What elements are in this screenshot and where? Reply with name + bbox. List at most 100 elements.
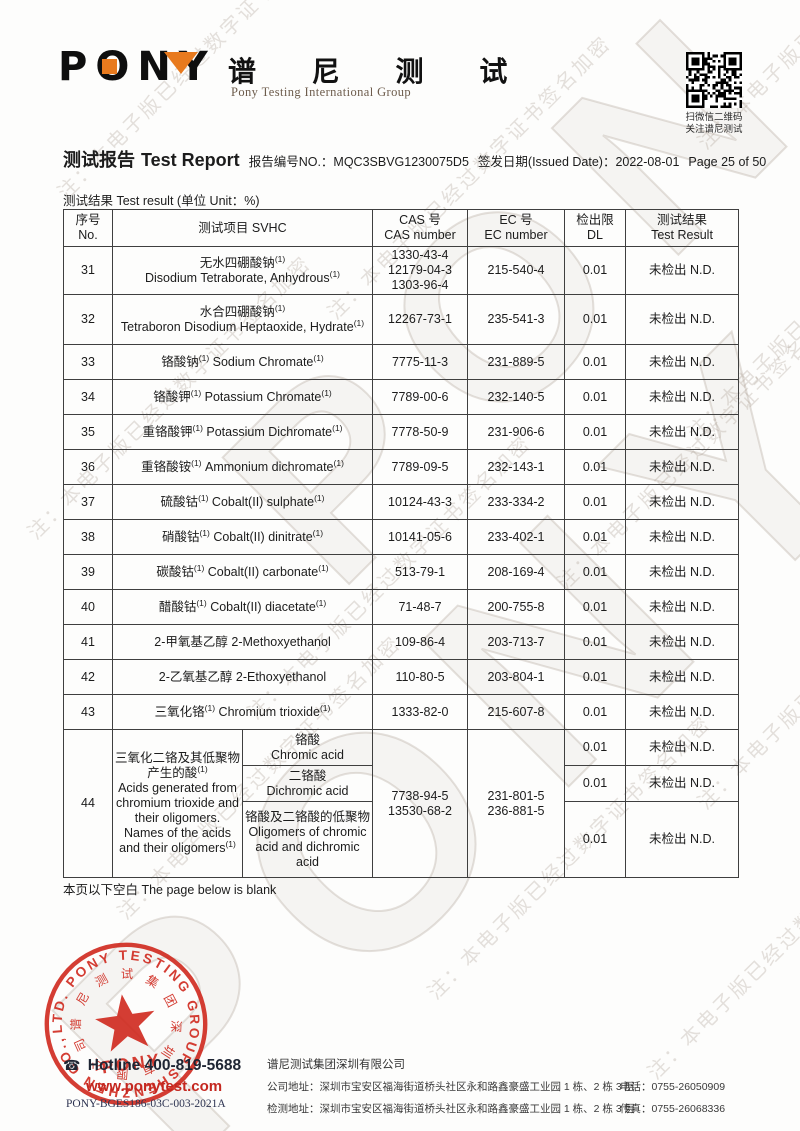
hotline-label: Hotline [87,1057,141,1074]
cell-dl: 0.01 [564,729,627,766]
cell-dl: 0.01 [564,449,627,485]
table-row: 39 碳酸钴(1) Cobalt(II) carbonate(1) 513-79-1… [63,554,740,590]
cell-item: 铬酸钠(1) Sodium Chromate(1) [111,344,374,380]
cell-no: 36 [63,449,113,485]
table-row: 40 醋酸钴(1) Cobalt(II) diacetate(1) 71-48-7 2… [63,589,740,625]
cell-cas: 109-86-4 [372,624,469,660]
col-header-dl: 检出限 DL [564,209,627,247]
result-heading: 测试结果 Test result (单位 Unit：%) [63,194,260,208]
cell-item: 2-甲氧基乙醇 2-Methoxyethanol [111,624,374,660]
cell-item: 醋酸钴(1) Cobalt(II) diacetate(1) [111,589,374,625]
cell-item: 重铬酸铵(1) Ammonium dichromate(1) [111,449,374,485]
cell-subitem: 铬酸及二铬酸的低聚物 Oligomers of chromic acid and… [241,801,374,878]
cell-item: 三氧化铬(1) Chromium trioxide(1) [111,694,374,730]
cell-cas: 7778-50-9 [372,414,469,450]
company-stamp: LTD. PONY TESTING GROUP SHENZHEN CO., 谱尼… [40,938,212,1110]
cell-cas: 1333-82-0 [372,694,469,730]
cell-cas: 7775-11-3 [372,344,469,380]
cell-cas: 7789-09-5 [372,449,469,485]
cell-subitem: 铬酸 Chromic acid [241,729,374,766]
row-44-group: 44 三氧化二铬及其低聚物产生的酸(1) Acids generated fro… [63,729,740,878]
cell-dl: 0.01 [564,344,627,380]
test-result-table: 序号 No. 测试项目 SVHC CAS 号 CAS number EC 号 EC n… [63,209,740,878]
cell-ec: 235-541-3 [467,294,566,345]
pony-logo: PONY [58,47,218,90]
cell-item: 2-乙氧基乙醇 2-Ethoxyethanol [111,659,374,695]
cell-cas: 7789-00-6 [372,379,469,415]
report-title-row: 测试报告 Test Report 报告编号NO.：MQC3SBVG1230075D5… [63,146,766,172]
cell-no: 38 [63,519,113,555]
cell-result: 未检出 N.D. [625,449,740,485]
cell-cas: 71-48-7 [372,589,469,625]
cell-result: 未检出 N.D. [625,589,740,625]
table-row: 32 水合四硼酸钠(1) Tetraboron Disodium Heptaoxid… [63,294,740,345]
cell-no: 34 [63,379,113,415]
cell-dl: 0.01 [564,659,627,695]
cell-no: 37 [63,484,113,520]
cell-result: 未检出 N.D. [625,294,740,345]
cell-result: 未检出 N.D. [625,414,740,450]
cell-ec: 215-607-8 [467,694,566,730]
issued-date-value: 2022-08-01 [615,155,680,169]
cell-no: 43 [63,694,113,730]
issued-date-label: 签发日期(Issued Date)： [477,155,616,169]
stamp-star-icon [95,994,155,1052]
col-header-result: 测试结果 Test Result [625,209,740,247]
cell-result: 未检出 N.D. [625,519,740,555]
cell-ec: 203-713-7 [467,624,566,660]
cell-dl: 0.01 [564,554,627,590]
cell-cas: 10141-05-6 [372,519,469,555]
cell-item: 硫酸钴(1) Cobalt(II) sulphate(1) [111,484,374,520]
company-name: 谱尼测试集团深圳有限公司 [267,1059,405,1071]
cell-ec: 203-804-1 [467,659,566,695]
cell-item-main: 三氧化二铬及其低聚物产生的酸(1) Acids generated from c… [112,729,243,878]
cell-dl: 0.01 [564,484,627,520]
table-row: 铬酸及二铬酸的低聚物 Oligomers of chromic acid and… [64,801,740,878]
table-row: 38 硝酸钴(1) Cobalt(II) dinitrate(1) 10141-05… [63,519,740,555]
cell-result: 未检出 N.D. [625,694,740,730]
page-indicator: Page 25 of 50 [688,155,767,169]
cell-ec: 233-334-2 [467,484,566,520]
cell-no: 39 [63,554,113,590]
cell-result: 未检出 N.D. [625,624,740,660]
brand-name-english: Pony Testing International Group [231,85,412,99]
table-row: 41 2-甲氧基乙醇 2-Methoxyethanol 109-86-4 203-71… [63,624,740,660]
table-row: 44 三氧化二铬及其低聚物产生的酸(1) Acids generated fro… [63,729,740,878]
report-title-cn: 测试报告 [63,150,135,170]
cell-ec: 232-143-1 [467,449,566,485]
cell-result: 未检出 N.D. [625,801,740,878]
cell-no: 33 [63,344,113,380]
cell-result: 未检出 N.D. [625,246,740,295]
cell-ec: 232-140-5 [467,379,566,415]
col-header-cas: CAS 号 CAS number [372,209,469,247]
col-header-no: 序号 No. [63,209,113,247]
cell-dl: 0.01 [564,624,627,660]
table-row: 37 硫酸钴(1) Cobalt(II) sulphate(1) 10124-43-… [63,484,740,520]
cell-ec: 200-755-8 [467,589,566,625]
cell-result: 未检出 N.D. [625,379,740,415]
table-header-row: 序号 No. 测试项目 SVHC CAS 号 CAS number EC 号 EC n… [63,209,740,247]
hotline: ☎ Hotline 400-819-5688 [63,1057,241,1075]
cell-ec: 231-889-5 [467,344,566,380]
cell-no: 41 [63,624,113,660]
cell-dl: 0.01 [564,801,627,878]
cell-subitem: 二铬酸 Dichromic acid [241,765,374,802]
cell-ec: 231-801-5 236-881-5 [467,729,566,878]
cell-result: 未检出 N.D. [625,484,740,520]
cell-dl: 0.01 [564,589,627,625]
cell-dl: 0.01 [564,519,627,555]
cell-dl: 0.01 [564,294,627,345]
cell-ec: 215-540-4 [467,246,566,295]
cell-dl: 0.01 [564,379,627,415]
company-address: 公司地址：深圳市宝安区福海街道桥头社区永和路鑫豪盛工业园 1 栋、2 栋 3 层 [267,1081,636,1093]
cell-result: 未检出 N.D. [625,729,740,766]
logo-orange-square-icon [102,59,117,74]
table-row: 34 铬酸钾(1) Potassium Chromate(1) 7789-00-6 2… [63,379,740,415]
table-row: 二铬酸 Dichromic acid 0.01 未检出 N.D. [64,765,740,802]
wechat-qr-code [686,52,742,108]
cell-no: 42 [63,659,113,695]
testing-address: 检测地址：深圳市宝安区福海街道桥头社区永和路鑫豪盛工业园 1 栋、2 栋 3 层 [267,1103,636,1115]
website-link[interactable]: www.ponytest.com [86,1078,223,1095]
col-header-ec: EC 号 EC number [467,209,566,247]
